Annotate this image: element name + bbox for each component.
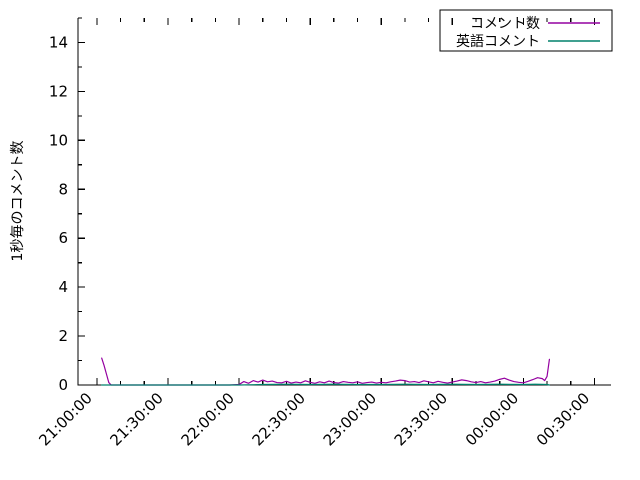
y-tick-label: 2 [58,327,68,345]
legend-box [439,9,613,52]
y-tick-label: 8 [58,180,68,198]
axis-lines [77,18,611,386]
legend-label-2: 英語コメント [456,33,540,50]
y-tick-label: 6 [58,229,68,247]
x-tick-label: 23:30:00 [391,389,451,449]
series-line-2 [101,383,551,386]
x-tick-label: 00:30:00 [533,389,593,449]
y-axis-ticks: 0 2 4 6 8 10 12 14 [49,17,85,394]
axis-frame [77,18,611,386]
series-line-1 [101,357,551,386]
legend-label-1: コメント数 [470,16,540,32]
series-lines [101,357,551,386]
x-tick-label: 00:00:00 [462,389,522,449]
x-tick-label: 22:30:00 [249,389,309,449]
y-tick-label: 0 [58,376,68,394]
y-tick-label: 12 [49,82,68,100]
y-axis-title: 1秒毎のコメント数 [10,141,26,262]
x-tick-label: 23:00:00 [320,389,380,449]
x-tick-label: 22:00:00 [178,389,238,449]
y-tick-label: 4 [58,278,68,296]
y-tick-label: 10 [49,131,68,149]
x-tick-label: 21:00:00 [35,389,95,449]
y-tick-label: 14 [49,33,68,51]
x-tick-label: 21:30:00 [106,389,166,449]
